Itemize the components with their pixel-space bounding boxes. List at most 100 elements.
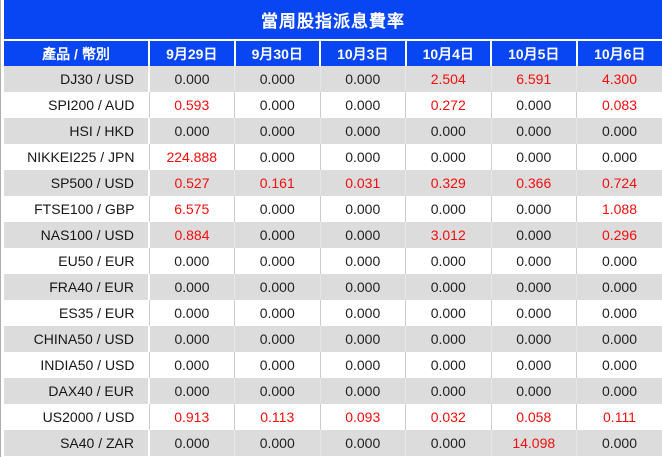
value-cell: 0.000 xyxy=(576,144,662,170)
table-row: HSI / HKD 0.000 0.000 0.000 0.000 0.000 0.000 xyxy=(4,118,662,144)
value-cell: 0.000 xyxy=(405,326,492,352)
product-cell: NAS100 / USD xyxy=(4,222,150,248)
table-row: DJ30 / USD 0.000 0.000 0.000 2.504 6.591 4.300 xyxy=(4,66,662,92)
value-cell: 0.000 xyxy=(491,248,577,274)
product-cell: HSI / HKD xyxy=(4,118,150,144)
product-cell: NIKKEI225 / JPN xyxy=(4,144,150,170)
value-cell: 0.000 xyxy=(405,144,492,170)
table-row: FTSE100 / GBP 6.575 0.000 0.000 0.000 0.000 1.… xyxy=(4,196,662,222)
table-row: DAX40 / EUR 0.000 0.000 0.000 0.000 0.000 0.00… xyxy=(4,378,662,404)
value-cell: 0.000 xyxy=(405,118,492,144)
table-header-row: 產品 / 幣別 9月29日 9月30日 10月3日 10月4日 10月5日 10月6日 xyxy=(4,41,662,66)
value-cell: 0.000 xyxy=(149,118,235,144)
value-cell: 0.593 xyxy=(149,92,235,118)
product-cell: US2000 / USD xyxy=(4,404,150,430)
value-cell: 0.000 xyxy=(491,196,577,222)
value-cell: 0.113 xyxy=(234,404,321,430)
table-body: DJ30 / USD 0.000 0.000 0.000 2.504 6.591 4.300… xyxy=(4,66,662,456)
product-cell: SP500 / USD xyxy=(4,170,150,196)
table-row: FRA40 / EUR 0.000 0.000 0.000 0.000 0.000 0.00… xyxy=(4,274,662,300)
table-row: SA40 / ZAR 0.000 0.000 0.000 0.000 14.098 0.00… xyxy=(4,430,662,456)
date-column-header: 10月3日 xyxy=(320,41,407,66)
value-cell: 0.000 xyxy=(576,326,662,352)
value-cell: 0.000 xyxy=(405,430,492,456)
value-cell: 0.000 xyxy=(234,144,321,170)
value-cell: 0.000 xyxy=(320,248,406,274)
dividend-rates-table: 產品 / 幣別 9月29日 9月30日 10月3日 10月4日 10月5日 10月6日 DJ… xyxy=(4,41,662,456)
value-cell: 0.000 xyxy=(491,274,577,300)
value-cell: 0.000 xyxy=(149,248,235,274)
product-cell: CHINA50 / USD xyxy=(4,326,150,352)
table-row: EU50 / EUR 0.000 0.000 0.000 0.000 0.000 0.000 xyxy=(4,248,662,274)
value-cell: 0.296 xyxy=(576,222,662,248)
table-row: NIKKEI225 / JPN 224.888 0.000 0.000 0.000 0.0… xyxy=(4,144,662,170)
value-cell: 0.000 xyxy=(234,248,321,274)
value-cell: 0.000 xyxy=(576,248,662,274)
value-cell: 0.000 xyxy=(234,300,321,326)
value-cell: 0.000 xyxy=(320,118,406,144)
value-cell: 0.366 xyxy=(491,170,577,196)
value-cell: 0.000 xyxy=(491,352,577,378)
page-title: 當周股指派息費率 xyxy=(4,0,662,41)
value-cell: 0.272 xyxy=(405,92,492,118)
value-cell: 0.000 xyxy=(149,352,235,378)
value-cell: 0.000 xyxy=(491,378,577,404)
value-cell: 0.000 xyxy=(320,196,406,222)
date-column-header: 10月5日 xyxy=(491,41,578,66)
value-cell: 4.300 xyxy=(576,66,662,92)
page-left-border xyxy=(0,0,1,457)
value-cell: 0.000 xyxy=(491,118,577,144)
value-cell: 0.000 xyxy=(491,300,577,326)
product-cell: DJ30 / USD xyxy=(4,66,150,92)
value-cell: 0.000 xyxy=(149,430,235,456)
value-cell: 224.888 xyxy=(149,144,235,170)
value-cell: 0.000 xyxy=(320,326,406,352)
value-cell: 14.098 xyxy=(491,430,577,456)
table-row: NAS100 / USD 0.884 0.000 0.000 3.012 0.000 0.2… xyxy=(4,222,662,248)
table-row: ES35 / EUR 0.000 0.000 0.000 0.000 0.000 0.000 xyxy=(4,300,662,326)
product-cell: SPI200 / AUD xyxy=(4,92,150,118)
value-cell: 0.000 xyxy=(234,430,321,456)
value-cell: 0.724 xyxy=(576,170,662,196)
value-cell: 0.000 xyxy=(320,144,406,170)
value-cell: 0.161 xyxy=(234,170,321,196)
date-column-header: 9月30日 xyxy=(234,41,321,66)
value-cell: 0.111 xyxy=(576,404,662,430)
value-cell: 0.000 xyxy=(491,144,577,170)
value-cell: 0.000 xyxy=(234,118,321,144)
value-cell: 0.527 xyxy=(149,170,235,196)
table-row: CHINA50 / USD 0.000 0.000 0.000 0.000 0.000 0.… xyxy=(4,326,662,352)
table-row: SP500 / USD 0.527 0.161 0.031 0.329 0.366 0.72… xyxy=(4,170,662,196)
value-cell: 0.083 xyxy=(576,92,662,118)
value-cell: 0.000 xyxy=(320,92,406,118)
value-cell: 0.000 xyxy=(405,274,492,300)
value-cell: 0.000 xyxy=(576,274,662,300)
value-cell: 0.000 xyxy=(234,66,321,92)
value-cell: 0.000 xyxy=(149,300,235,326)
value-cell: 0.000 xyxy=(320,274,406,300)
value-cell: 0.000 xyxy=(576,378,662,404)
value-cell: 0.058 xyxy=(491,404,577,430)
value-cell: 0.000 xyxy=(234,378,321,404)
value-cell: 0.000 xyxy=(405,378,492,404)
value-cell: 0.000 xyxy=(320,352,406,378)
value-cell: 0.000 xyxy=(491,326,577,352)
value-cell: 0.032 xyxy=(405,404,492,430)
product-cell: SA40 / ZAR xyxy=(4,430,150,456)
value-cell: 0.000 xyxy=(576,300,662,326)
value-cell: 0.000 xyxy=(405,352,492,378)
date-column-header: 10月6日 xyxy=(576,41,662,66)
value-cell: 0.000 xyxy=(234,222,321,248)
product-cell: INDIA50 / USD xyxy=(4,352,150,378)
value-cell: 0.000 xyxy=(149,378,235,404)
value-cell: 0.000 xyxy=(491,222,577,248)
value-cell: 0.000 xyxy=(576,430,662,456)
value-cell: 0.093 xyxy=(320,404,406,430)
value-cell: 0.000 xyxy=(576,352,662,378)
product-column-header: 產品 / 幣別 xyxy=(4,41,150,66)
value-cell: 2.504 xyxy=(405,66,492,92)
value-cell: 6.591 xyxy=(491,66,577,92)
product-cell: DAX40 / EUR xyxy=(4,378,150,404)
table-row: US2000 / USD 0.913 0.113 0.093 0.032 0.058 0.1… xyxy=(4,404,662,430)
value-cell: 0.000 xyxy=(149,66,235,92)
